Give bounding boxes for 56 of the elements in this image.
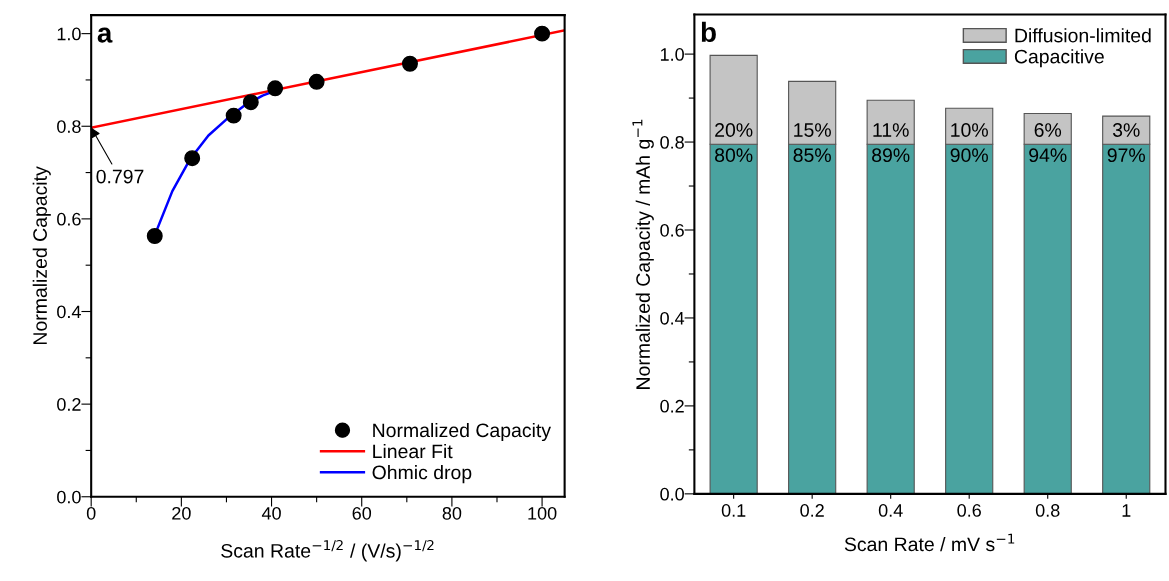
- annotation: 90%: [950, 148, 988, 163]
- x-tick-label: 100: [528, 506, 557, 520]
- text: 0.0: [660, 487, 684, 501]
- y-tick-label: 0.8: [57, 120, 81, 133]
- y-tick-label: 0.2: [660, 399, 684, 413]
- y-tick-label: 0.4: [660, 311, 685, 325]
- point: [308, 73, 325, 90]
- x-tick-label: 1: [1122, 504, 1131, 517]
- annotation: 10%: [951, 123, 988, 137]
- annotation: a: [97, 27, 113, 43]
- annotation: 89%: [872, 148, 910, 163]
- x-tick-label: 0.1: [721, 504, 746, 517]
- x-tick-label: 0.4: [878, 504, 903, 517]
- point: [267, 80, 284, 97]
- x-axis-title: Scan Rate / mV s$^{−1}$: [844, 533, 1015, 552]
- annotation: 97%: [1107, 148, 1145, 163]
- point: [146, 228, 163, 244]
- point: [242, 94, 259, 111]
- legend-label: Capacitive: [1014, 49, 1104, 68]
- point: [184, 150, 201, 167]
- text: 1.0: [660, 48, 684, 61]
- annotation: 6%: [1034, 123, 1062, 137]
- y-axis-title: Normalized Capacity / mAh g$^{−1}$: [632, 119, 654, 389]
- y-tick-label: 0.4: [57, 305, 81, 319]
- annotation: b: [701, 21, 716, 43]
- x-tick-label: 0: [86, 506, 96, 520]
- x-tick-label: 0.8: [1035, 504, 1060, 517]
- point: [225, 107, 242, 124]
- y-tick-label: 0.2: [57, 398, 81, 411]
- text: 0.0: [57, 490, 81, 504]
- legend-label: Ohmic drop: [372, 465, 472, 484]
- x-tick-label: 0.2: [800, 504, 824, 517]
- legend-label: Diffusion-limited: [1015, 28, 1151, 43]
- legend-label: Normalized Capacity: [373, 422, 551, 442]
- legend-label: Linear Fit: [373, 443, 453, 459]
- point: [534, 25, 551, 42]
- y-tick-label: 0.6: [660, 223, 684, 237]
- x-axis-title: Scan Rate$^{−1/2}$ / (V/s)$^{−1/2}$: [221, 539, 434, 562]
- x-tick-label: 60: [352, 506, 372, 520]
- annotation: 85%: [793, 148, 831, 163]
- annotation: 15%: [794, 123, 831, 137]
- annotation: 0.797: [96, 169, 144, 184]
- x-tick-label: 80: [442, 506, 462, 520]
- annotation: 20%: [715, 123, 753, 137]
- annotation: 11%: [873, 123, 909, 137]
- point: [401, 55, 418, 72]
- y-tick-label: 0.6: [57, 212, 81, 226]
- text: 1.0: [57, 27, 81, 41]
- annotation: 3%: [1112, 123, 1140, 137]
- y-tick-label: 0.8: [660, 135, 684, 149]
- x-tick-label: 0.6: [957, 504, 981, 517]
- annotation: 80%: [715, 148, 753, 163]
- annotation: 94%: [1029, 148, 1067, 163]
- y-axis-title: Normalized Capacity: [32, 166, 51, 345]
- x-tick-label: 40: [261, 506, 281, 520]
- x-tick-label: 20: [172, 506, 191, 520]
